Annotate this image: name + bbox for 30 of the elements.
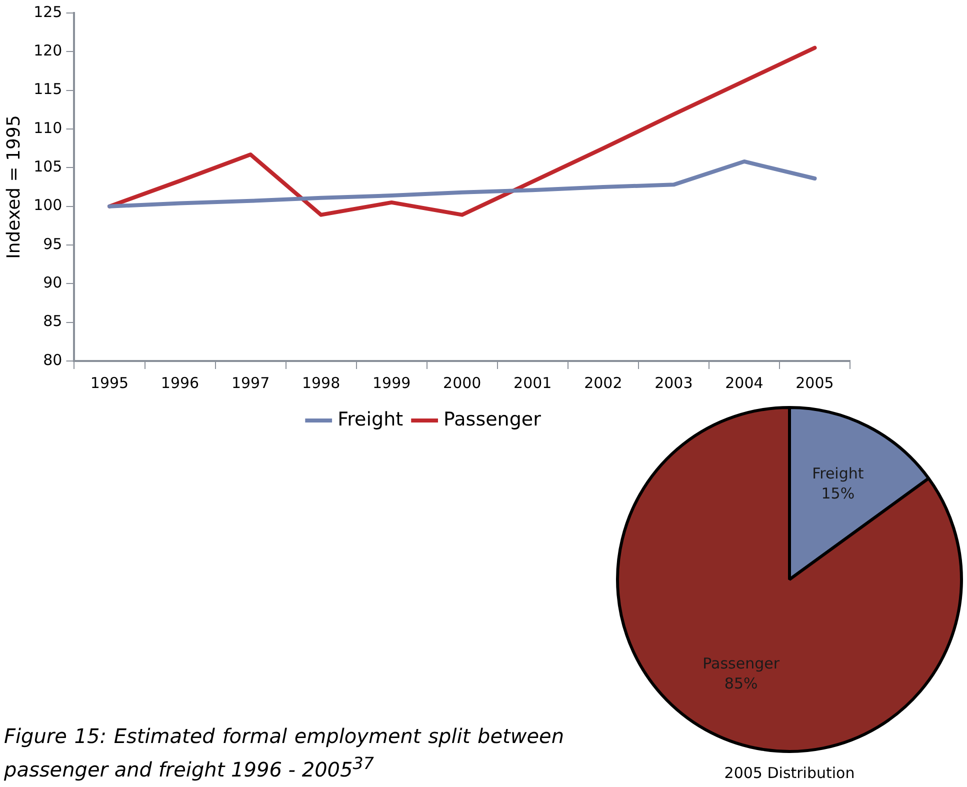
y-tick-label: 100 <box>34 196 62 214</box>
y-tick-label: 105 <box>34 158 62 176</box>
slice-label: Passenger <box>702 654 780 672</box>
x-tick-label: 2002 <box>584 374 622 392</box>
y-tick-label: 80 <box>43 350 62 369</box>
x-tick-label: 2005 <box>796 374 834 392</box>
y-tick-label: 110 <box>34 118 62 137</box>
y-tick-label: 125 <box>34 2 62 21</box>
x-tick-label: 1995 <box>90 374 129 392</box>
x-tick-label: 1998 <box>302 374 340 392</box>
legend-label: Freight <box>338 408 404 430</box>
x-tick-label: 1999 <box>372 374 411 392</box>
caption: Figure 15: Estimated formal employment split between passenger and freight 1996 - 2005$^{37}$ <box>4 723 564 784</box>
data-label: 15% <box>821 484 855 502</box>
y-tick-label: 120 <box>34 42 62 60</box>
x-tick-label: 1997 <box>231 374 270 392</box>
y-tick-label: 85 <box>43 312 62 330</box>
text: 2005 Distribution <box>724 764 855 782</box>
legend-label: Passenger <box>444 408 542 430</box>
x-tick-label: 1996 <box>160 374 200 392</box>
x-tick-label: 2001 <box>514 374 552 392</box>
y-tick-label: 115 <box>34 80 62 98</box>
slice-label: Freight <box>812 464 864 482</box>
x-tick-label: 2003 <box>654 374 693 392</box>
x-tick-label: 2000 <box>443 374 482 392</box>
data-label: 85% <box>724 674 758 692</box>
y-tick-label: 90 <box>43 274 62 292</box>
y-tick-label: 95 <box>43 234 62 253</box>
y-axis-title: Indexed = 1995 <box>3 115 24 259</box>
x-tick-label: 2004 <box>725 374 764 392</box>
